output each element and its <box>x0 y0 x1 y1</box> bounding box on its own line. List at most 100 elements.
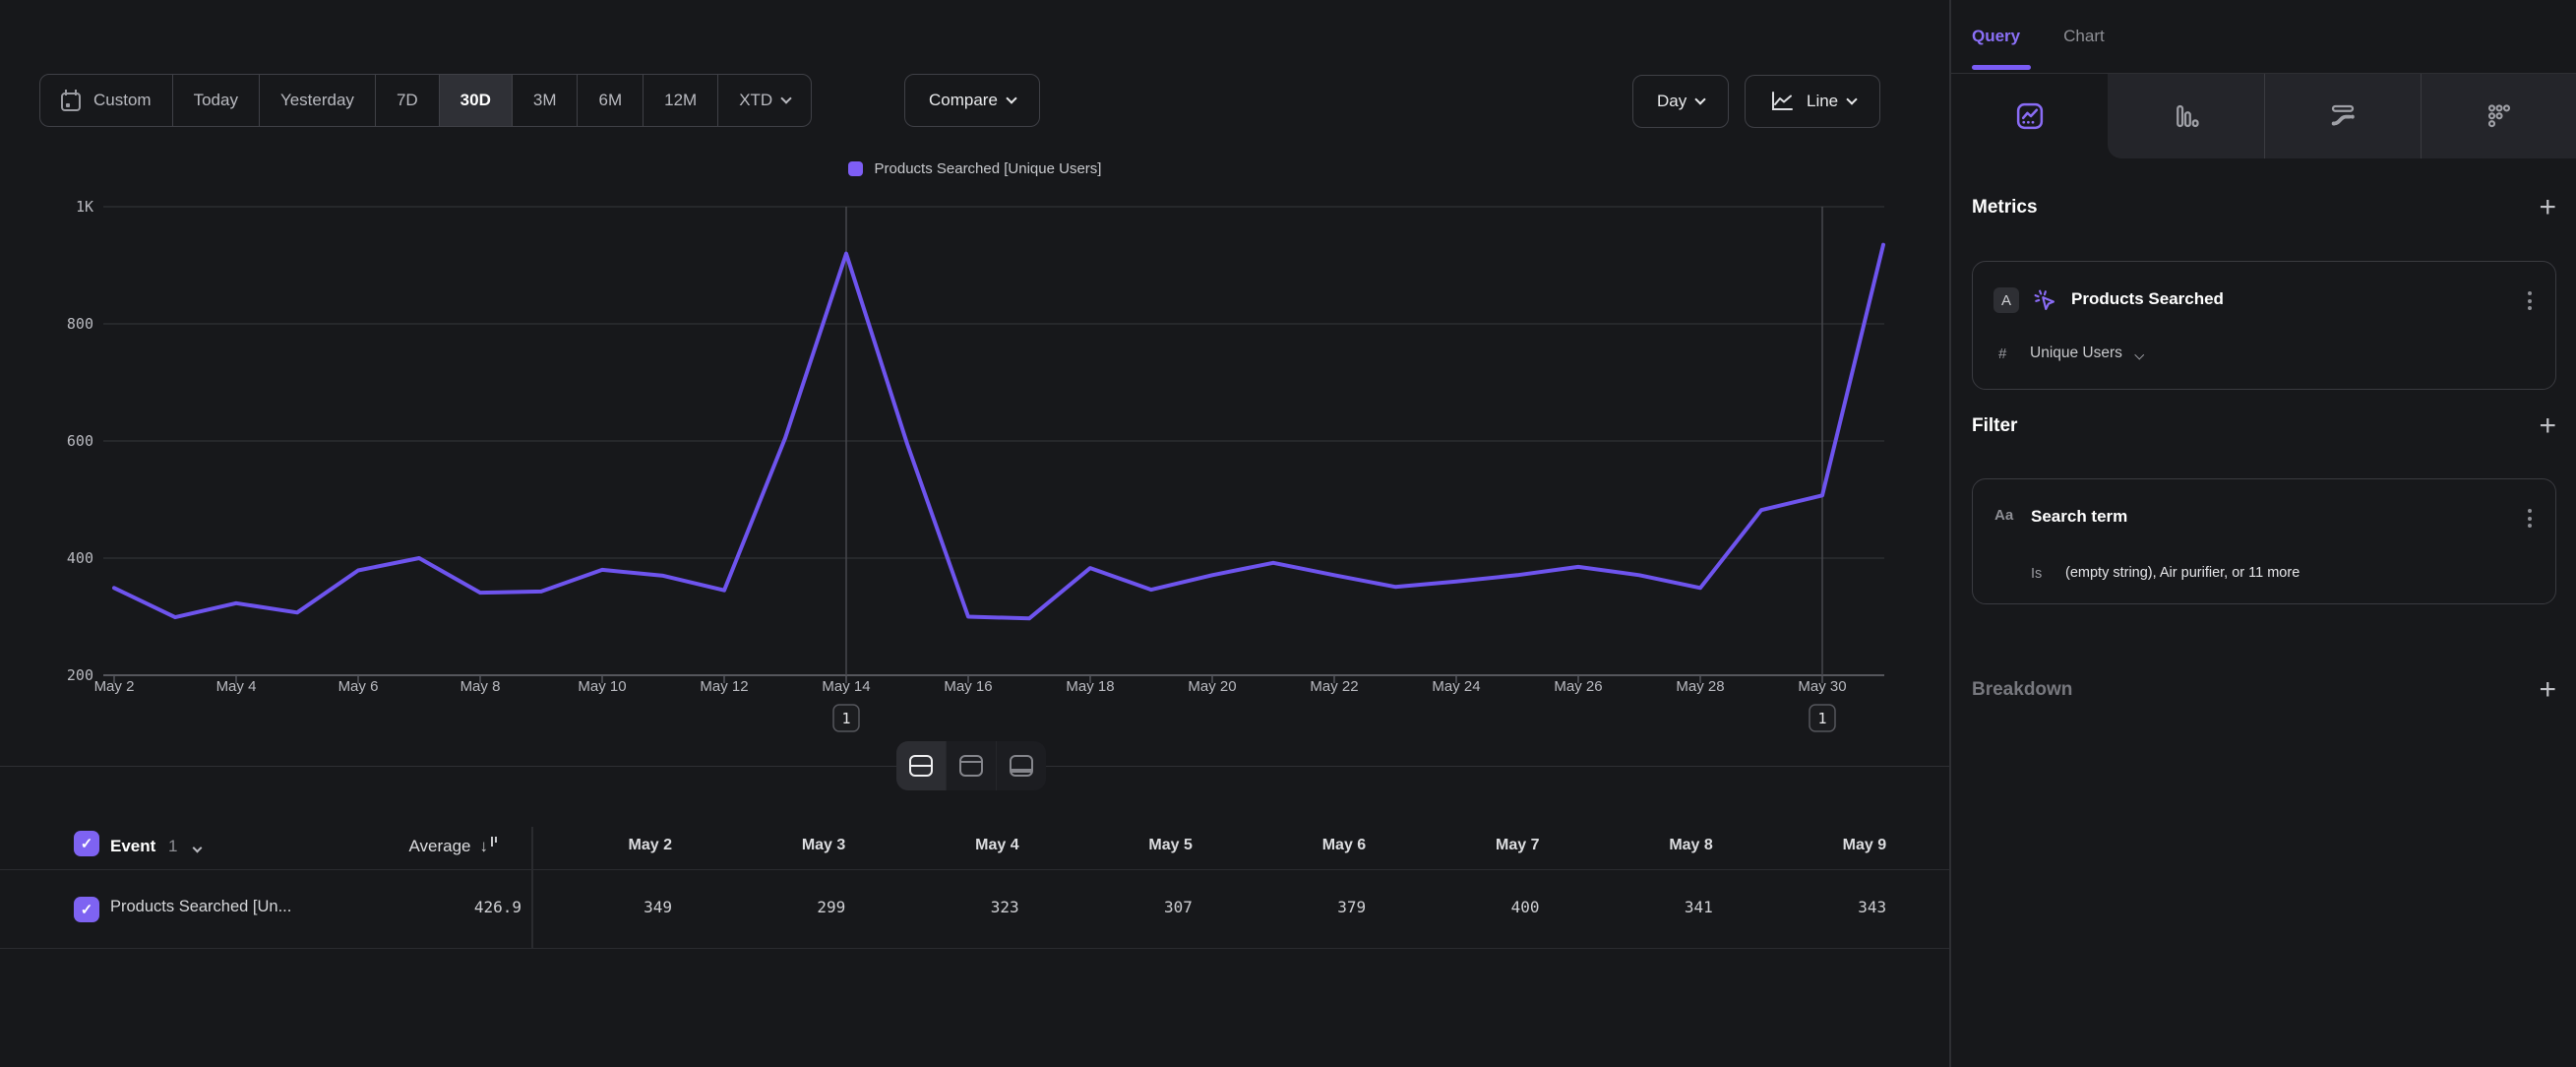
chevron-down-icon <box>2134 349 2145 359</box>
add-breakdown-button[interactable]: + <box>2539 673 2556 706</box>
metric-card[interactable]: A Products Searched # Unique Users <box>1972 261 2556 390</box>
table-row: ✓ Products Searched [Un... 426.9 349 299 3… <box>0 870 1949 949</box>
range-12m[interactable]: 12M <box>643 75 717 126</box>
date-range-control: Custom Today Yesterday 7D 30D 3M 6M 12M XTD <box>39 74 813 127</box>
metrics-heading: Metrics <box>1972 197 2038 218</box>
x-tick-label: May 2 <box>94 678 135 695</box>
annotation-badge-label: 1 <box>1817 710 1826 727</box>
chart-type-label: Line <box>1807 92 1839 110</box>
date-column-header[interactable]: May 9 <box>1842 837 1887 853</box>
filter-heading: Filter <box>1972 415 2018 436</box>
string-type-icon: Aa <box>1994 507 2014 524</box>
x-tick-label: May 14 <box>822 678 870 695</box>
date-column-header[interactable]: May 8 <box>1669 837 1713 853</box>
tab-chart[interactable]: Chart <box>2063 27 2105 45</box>
tab-flows[interactable] <box>2264 74 2421 158</box>
granularity-button[interactable]: Day <box>1632 75 1730 128</box>
add-metric-button[interactable]: + <box>2539 191 2556 223</box>
date-column-header[interactable]: May 4 <box>975 837 1019 853</box>
range-yesterday[interactable]: Yesterday <box>258 75 375 126</box>
range-custom[interactable]: Custom <box>40 75 172 126</box>
range-3m[interactable]: 3M <box>511 75 578 126</box>
layout-split-button[interactable] <box>896 741 946 790</box>
date-column-header[interactable]: May 7 <box>1496 837 1540 853</box>
legend-swatch <box>847 161 863 176</box>
breakdown-heading: Breakdown <box>1972 679 2073 700</box>
aggregation-selector[interactable]: Unique Users <box>2030 345 2145 362</box>
calendar-icon <box>61 89 81 111</box>
date-column-header[interactable]: May 5 <box>1148 837 1193 853</box>
compare-button[interactable]: Compare <box>904 74 1040 127</box>
cell-value: 323 <box>990 898 1019 916</box>
main-area: Custom Today Yesterday 7D 30D 3M 6M 12M XTD Comp… <box>0 74 1949 949</box>
range-today[interactable]: Today <box>171 75 259 126</box>
panel-tabs: Query Chart <box>1951 0 2576 73</box>
chevron-down-icon <box>780 93 792 104</box>
filter-property-name: Search term <box>2031 507 2128 526</box>
tab-retention[interactable] <box>2421 74 2576 158</box>
date-column-header[interactable]: May 2 <box>628 837 672 853</box>
range-7d[interactable]: 7D <box>374 75 439 126</box>
results-table: ✓ Event 1 Average ↓ May 2 May 3 May 4 May 5 M… <box>0 827 1949 949</box>
number-type-icon: # <box>1998 345 2007 362</box>
annotation-badge[interactable] <box>1809 704 1836 732</box>
tab-query[interactable]: Query <box>1972 27 2021 45</box>
series-line[interactable] <box>112 242 1885 621</box>
filter-options-kebab-icon[interactable] <box>2524 505 2536 532</box>
cell-value: 341 <box>1684 898 1713 916</box>
x-tick-label: May 6 <box>338 678 379 695</box>
add-filter-button[interactable]: + <box>2539 409 2556 442</box>
table-column-divider <box>531 827 533 949</box>
query-panel: Query Chart <box>1949 0 2576 1067</box>
legend-label: Products Searched [Unique Users] <box>874 160 1102 177</box>
x-tick-label: May 30 <box>1798 678 1846 695</box>
chart-type-button[interactable]: Line <box>1745 75 1881 128</box>
event-column-header[interactable]: Event 1 <box>110 837 203 856</box>
tab-insights[interactable] <box>1951 74 2108 158</box>
x-tick-label: May 26 <box>1554 678 1602 695</box>
row-checkbox[interactable]: ✓ <box>74 897 99 922</box>
table-header: ✓ Event 1 Average ↓ May 2 May 3 May 4 May 5 M… <box>0 827 1949 870</box>
range-xtd[interactable]: XTD <box>717 75 811 126</box>
filter-card[interactable]: Aa Search term Is (empty string), Air pu… <box>1972 478 2556 604</box>
metrics-section-header: Metrics + <box>1972 191 2556 223</box>
x-tick-label: May 10 <box>578 678 626 695</box>
filter-operator[interactable]: Is <box>2031 566 2043 582</box>
annotation-badge[interactable] <box>832 704 860 732</box>
granularity-label: Day <box>1657 92 1687 110</box>
x-tick-label: May 22 <box>1310 678 1358 695</box>
date-column-header[interactable]: May 3 <box>801 837 846 853</box>
report-type-tabs <box>1951 73 2576 158</box>
compare-label: Compare <box>929 91 998 109</box>
chevron-down-icon <box>1694 94 1706 105</box>
chevron-down-icon <box>1006 93 1017 104</box>
tab-funnels[interactable] <box>2108 74 2264 158</box>
active-tab-underline <box>1972 65 2031 70</box>
layout-chart-button[interactable] <box>946 741 996 790</box>
select-all-checkbox[interactable]: ✓ <box>74 831 99 856</box>
metric-options-kebab-icon[interactable] <box>2524 287 2536 314</box>
date-column-header[interactable]: May 6 <box>1321 837 1367 853</box>
x-tick-label: May 4 <box>216 678 257 695</box>
filter-section-header: Filter + <box>1972 409 2556 442</box>
cell-value: 400 <box>1510 898 1540 916</box>
chevron-down-icon <box>1846 94 1858 105</box>
layout-toggle <box>896 741 1046 790</box>
x-tick-label: May 24 <box>1432 678 1480 695</box>
layout-table-button[interactable] <box>996 741 1046 790</box>
range-6m[interactable]: 6M <box>577 75 643 126</box>
retention-grid-icon <box>2487 104 2511 128</box>
metric-letter-badge: A <box>1993 287 2019 313</box>
x-tick-label: May 28 <box>1676 678 1724 695</box>
cell-value: 379 <box>1337 898 1367 916</box>
range-30d[interactable]: 30D <box>438 75 512 126</box>
x-tick-label: May 16 <box>944 678 992 695</box>
line-chart-icon <box>1772 92 1793 110</box>
y-tick-label: 400 <box>67 549 93 567</box>
average-column-header[interactable]: Average ↓ <box>335 837 497 856</box>
sort-desc-icon: ↓ <box>480 837 497 856</box>
filter-values[interactable]: (empty string), Air purifier, or 11 more <box>2065 565 2300 581</box>
y-tick-label: 800 <box>67 315 93 333</box>
chart-only-icon <box>959 755 983 777</box>
